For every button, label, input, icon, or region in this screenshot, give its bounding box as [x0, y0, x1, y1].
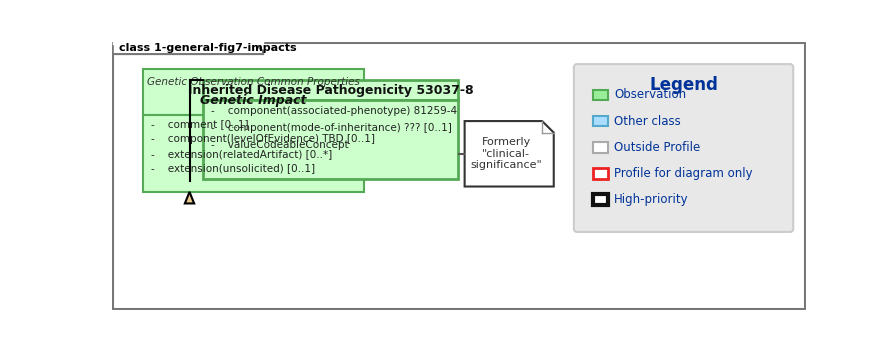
Text: Other class: Other class: [614, 114, 681, 128]
Text: High-priority: High-priority: [614, 193, 689, 206]
Text: -    component(mode-of-inheritance) ??? [0..1]: - component(mode-of-inheritance) ??? [0.…: [211, 124, 452, 133]
Text: -    comment [0..1]: - comment [0..1]: [151, 119, 248, 129]
Polygon shape: [185, 192, 194, 204]
Text: Genetic Impact: Genetic Impact: [200, 94, 306, 107]
FancyBboxPatch shape: [592, 89, 608, 100]
Text: -    component(levelOfEvidence) TBD [0..1]: - component(levelOfEvidence) TBD [0..1]: [151, 134, 375, 144]
Text: Observation: Observation: [614, 88, 686, 101]
Text: -    valueCodeableConcept: - valueCodeableConcept: [211, 140, 349, 150]
Text: Inherited Disease Pathogenicity 53037-8: Inherited Disease Pathogenicity 53037-8: [188, 84, 473, 97]
Text: -    extension(unsolicited) [0..1]: - extension(unsolicited) [0..1]: [151, 164, 314, 173]
FancyBboxPatch shape: [143, 70, 364, 115]
Text: Genetic Observation Common Properties: Genetic Observation Common Properties: [147, 77, 360, 87]
Text: Legend: Legend: [649, 77, 718, 94]
Text: Outside Profile: Outside Profile: [614, 141, 701, 154]
Text: -    extension(relatedArtifact) [0..*]: - extension(relatedArtifact) [0..*]: [151, 149, 332, 159]
Polygon shape: [113, 43, 263, 54]
FancyBboxPatch shape: [592, 116, 608, 126]
Polygon shape: [465, 121, 554, 187]
Text: Formerly
"clinical-
significance": Formerly "clinical- significance": [470, 137, 542, 171]
FancyBboxPatch shape: [592, 194, 608, 205]
FancyBboxPatch shape: [574, 64, 793, 232]
Text: Profile for diagram only: Profile for diagram only: [614, 167, 753, 180]
FancyBboxPatch shape: [143, 115, 364, 192]
FancyBboxPatch shape: [592, 142, 608, 153]
Text: class 1-general-fig7-impacts: class 1-general-fig7-impacts: [119, 43, 297, 53]
Text: -    component(associated-phenotype) 81259-4: - component(associated-phenotype) 81259-…: [211, 106, 457, 117]
FancyBboxPatch shape: [203, 100, 458, 179]
FancyBboxPatch shape: [592, 168, 608, 179]
FancyBboxPatch shape: [113, 43, 805, 309]
FancyBboxPatch shape: [203, 80, 458, 100]
